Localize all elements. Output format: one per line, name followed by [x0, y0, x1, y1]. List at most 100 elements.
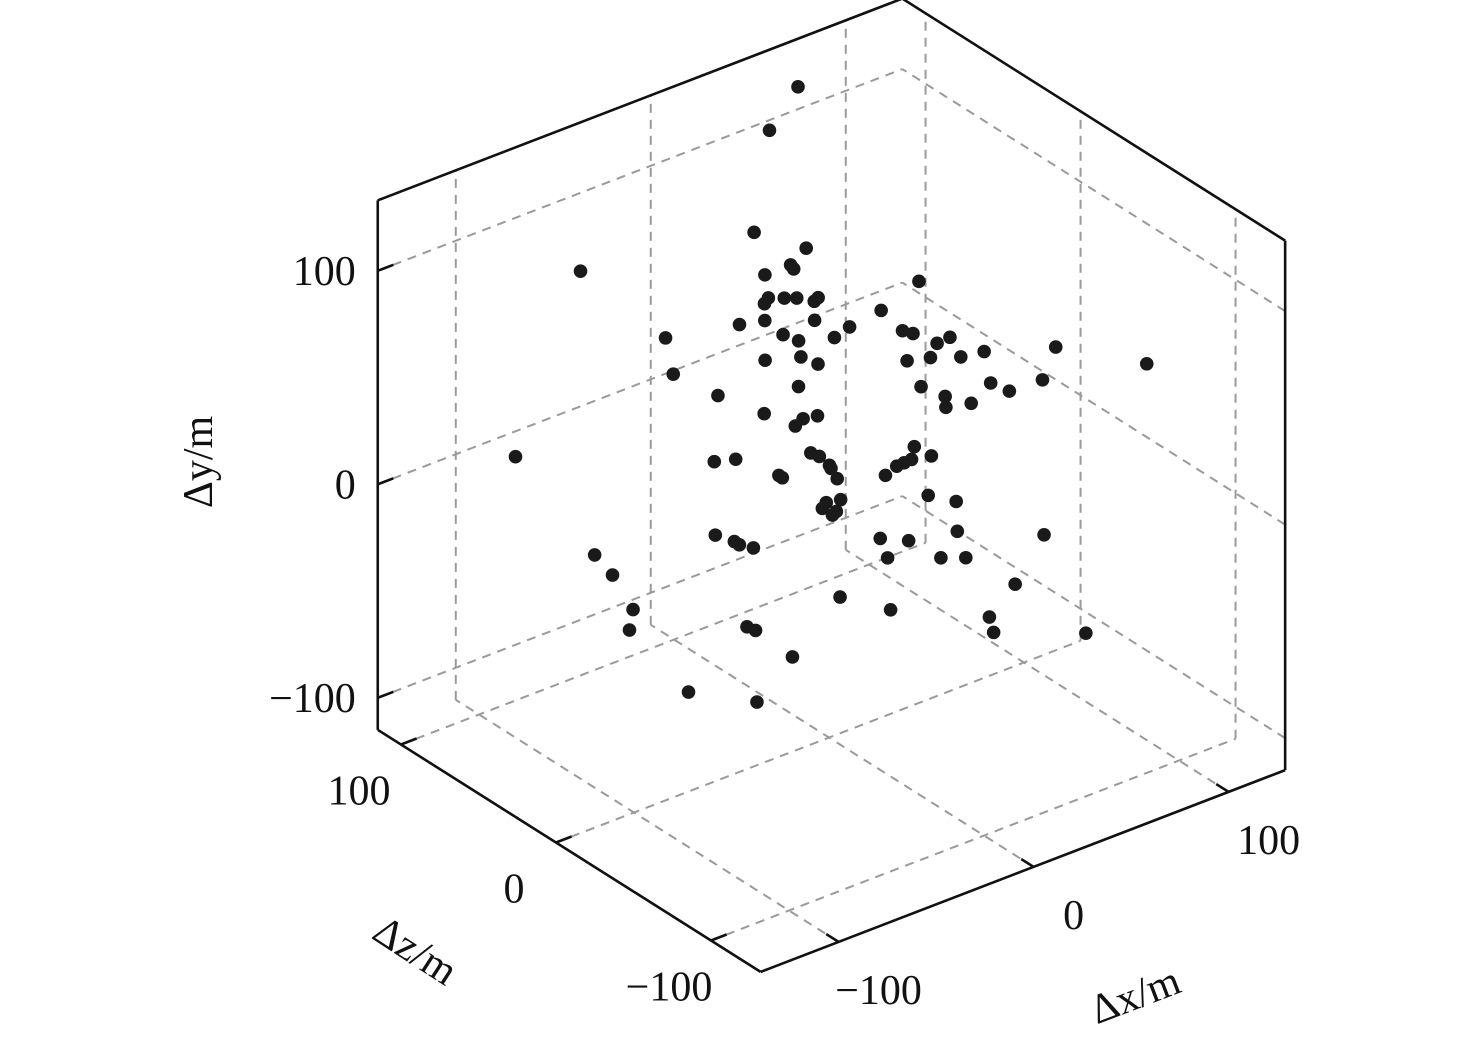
z-axis-line — [377, 728, 762, 973]
data-point — [949, 494, 963, 509]
data-point — [924, 449, 939, 463]
data-point — [982, 610, 997, 624]
data-point — [762, 123, 777, 138]
data-point — [1048, 340, 1063, 354]
y-tick — [377, 263, 394, 273]
box-edge-top-left — [377, 0, 903, 202]
data-point — [873, 531, 888, 546]
data-point — [658, 331, 673, 345]
data-point — [758, 268, 772, 282]
data-point — [776, 327, 790, 342]
box-edge-top-right — [902, 0, 1286, 242]
grid-line-y-wall — [377, 68, 903, 272]
data-point — [964, 396, 978, 411]
data-point — [758, 353, 772, 368]
data-point — [799, 241, 813, 256]
grid-line-x-floor — [845, 548, 1230, 793]
data-point — [707, 454, 722, 469]
y-tick-label: 100 — [293, 249, 356, 295]
data-point — [807, 313, 822, 328]
data-point — [912, 274, 926, 289]
data-point — [728, 452, 743, 467]
data-point — [622, 623, 637, 637]
data-point — [833, 492, 848, 507]
data-point — [746, 541, 761, 555]
data-point — [626, 602, 640, 617]
data-point — [508, 449, 523, 464]
data-point — [901, 533, 916, 548]
data-point — [833, 590, 847, 604]
data-point — [605, 568, 620, 582]
data-point — [794, 350, 808, 364]
data-point — [986, 625, 1001, 640]
x-tick — [825, 932, 840, 943]
data-point — [983, 376, 998, 390]
x-axis-label: Δx/m — [1084, 958, 1187, 1034]
data-point — [681, 685, 696, 699]
data-point — [923, 350, 938, 365]
data-point — [791, 379, 806, 394]
data-point — [791, 80, 805, 94]
tick-labels: −100 0 100 −100 0 100 −100 0 100 — [269, 249, 1300, 1014]
data-points — [508, 80, 1154, 709]
y-axis-label: Δy/m — [176, 416, 222, 509]
data-point — [811, 290, 825, 305]
x-tick-label: 100 — [1237, 818, 1300, 864]
data-point — [777, 291, 792, 305]
data-point — [1002, 384, 1017, 398]
data-point — [791, 334, 806, 348]
data-point — [1037, 527, 1051, 542]
data-point — [977, 344, 991, 359]
data-point — [1139, 356, 1154, 371]
data-point — [930, 336, 944, 351]
grid-line-y-wall — [901, 495, 1286, 739]
data-point — [573, 264, 588, 278]
data-point — [827, 330, 842, 345]
data-point — [758, 313, 772, 328]
data-point — [1008, 577, 1022, 592]
grid-line-y-wall — [377, 495, 903, 699]
data-point — [812, 449, 827, 464]
z-tick — [400, 737, 418, 746]
data-point — [786, 262, 801, 276]
data-point — [934, 551, 948, 565]
x-tick-label: −100 — [835, 968, 922, 1014]
z-tick-label: −100 — [626, 965, 713, 1011]
data-point — [874, 303, 888, 318]
data-point — [775, 470, 790, 485]
grid-line-z-floor — [400, 541, 926, 746]
x-tick-label: 0 — [1063, 893, 1084, 939]
data-point — [895, 323, 910, 338]
data-point — [825, 508, 840, 522]
data-point — [750, 695, 764, 709]
data-point — [748, 623, 763, 638]
data-point — [747, 225, 761, 240]
data-point — [811, 357, 825, 371]
data-point — [900, 354, 914, 368]
data-point — [587, 548, 602, 562]
data-point — [906, 326, 920, 341]
axis-ticks — [377, 263, 1230, 943]
z-tick — [710, 933, 728, 942]
grid-line-z-floor — [555, 639, 1081, 844]
axes-box — [376, 0, 1287, 974]
data-point — [708, 528, 723, 542]
data-point — [1079, 626, 1093, 640]
data-point — [788, 419, 803, 433]
y-tick — [377, 477, 394, 486]
data-point — [732, 538, 747, 552]
y-tick-label: −100 — [269, 676, 356, 722]
data-point — [810, 408, 825, 423]
grid-line-x-floor — [455, 698, 840, 943]
data-point — [824, 461, 838, 476]
data-point — [921, 488, 935, 503]
data-point — [666, 367, 681, 381]
data-point — [883, 602, 898, 617]
z-tick-label: 100 — [328, 769, 391, 815]
z-tick — [555, 835, 573, 844]
grid-line-y-wall — [901, 68, 1286, 312]
data-point — [907, 439, 922, 454]
data-point — [711, 388, 725, 403]
data-point — [1035, 373, 1050, 387]
z-tick-label: 0 — [504, 867, 525, 913]
